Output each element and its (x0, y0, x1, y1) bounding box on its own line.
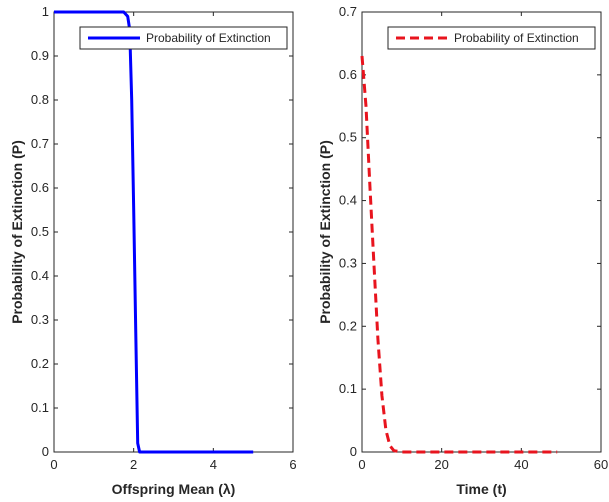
plot-area (361, 11, 602, 453)
x-tick-label: 2 (130, 457, 137, 472)
y-tick-label: 0.3 (339, 255, 357, 270)
series-line (54, 10, 254, 454)
y-axis-label: Probability of Extinction (P) (9, 140, 25, 324)
y-tick-label: 0.4 (339, 193, 357, 208)
x-axis-label: Time (t) (456, 481, 506, 497)
legend-label: Probability of Extinction (146, 31, 271, 45)
y-tick-label: 0.1 (339, 381, 357, 396)
legend-label: Probability of Extinction (454, 31, 579, 45)
x-tick-label: 4 (210, 457, 217, 472)
x-tick-label: 6 (289, 457, 296, 472)
y-tick-label: 0.6 (339, 67, 357, 82)
y-tick-label: 0.5 (31, 224, 49, 239)
y-tick-label: 0.3 (31, 312, 49, 327)
y-tick-label: 0.1 (31, 400, 49, 415)
y-tick-label: 0.7 (31, 136, 49, 151)
y-tick-label: 0.8 (31, 92, 49, 107)
legend-box (79, 26, 288, 50)
y-tick-label: 0.2 (339, 318, 357, 333)
left-chart-panel: 0 0.1 0.2 0.3 0.4 0.5 0.6 0.7 0.8 0.9 1 0 2 4 6 Offspri… (9, 4, 297, 497)
plot-area (53, 11, 294, 453)
y-tick-label: 0.4 (31, 268, 49, 283)
x-tick-label: 40 (514, 457, 528, 472)
x-tick-label: 20 (434, 457, 448, 472)
y-tick-label: 0.7 (339, 4, 357, 19)
y-tick-label: 0 (42, 444, 49, 459)
right-chart-panel: 0 0.1 0.2 0.3 0.4 0.5 0.6 0.7 0 20 40 60 Time (t) Pro… (317, 4, 608, 497)
y-tick-label: 0.9 (31, 48, 49, 63)
x-tick-label: 0 (50, 457, 57, 472)
y-tick-label: 0.2 (31, 356, 49, 371)
x-axis-label: Offspring Mean (λ) (112, 481, 236, 497)
y-tick-label: 0 (350, 444, 357, 459)
x-tick-label: 0 (358, 457, 365, 472)
y-axis-label: Probability of Extinction (P) (317, 140, 333, 324)
y-tick-label: 1 (42, 4, 49, 19)
series-line (360, 55, 558, 454)
legend-box (387, 26, 596, 50)
x-tick-label: 60 (594, 457, 608, 472)
y-tick-label: 0.5 (339, 130, 357, 145)
y-tick-label: 0.6 (31, 180, 49, 195)
